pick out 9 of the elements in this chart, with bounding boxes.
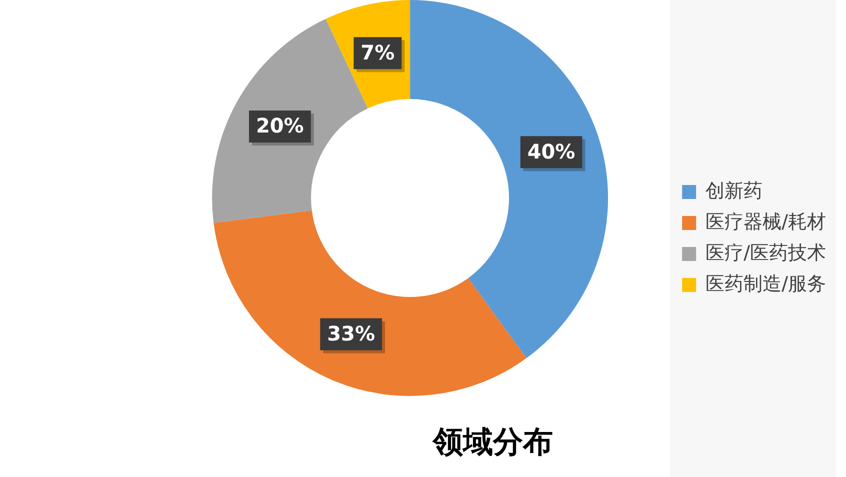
- legend-label: 创新药: [706, 180, 763, 202]
- data-label: 40%: [527, 139, 576, 164]
- legend-label: 医药制造/服务: [706, 272, 826, 295]
- legend-label: 医疗/医药技术: [706, 242, 826, 264]
- data-label: 20%: [256, 114, 304, 138]
- data-label: 7%: [360, 40, 395, 64]
- data-label: 33%: [327, 321, 376, 346]
- text: 领域分布: [432, 424, 553, 460]
- legend-label: 医疗器械/耗材: [706, 210, 826, 233]
